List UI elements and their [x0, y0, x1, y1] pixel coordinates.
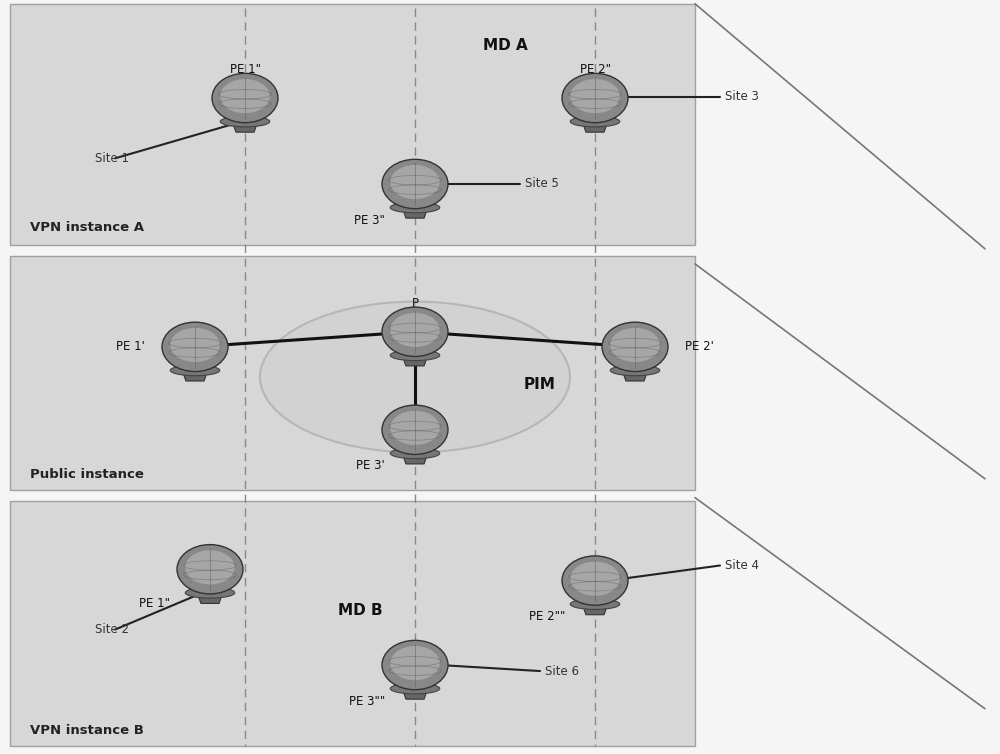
- Ellipse shape: [382, 640, 448, 690]
- Polygon shape: [582, 121, 608, 132]
- Polygon shape: [402, 207, 428, 218]
- Ellipse shape: [570, 116, 620, 127]
- Ellipse shape: [220, 79, 270, 113]
- Ellipse shape: [382, 405, 448, 455]
- Ellipse shape: [162, 322, 228, 372]
- Ellipse shape: [390, 448, 440, 458]
- Polygon shape: [197, 593, 223, 603]
- Ellipse shape: [260, 302, 570, 452]
- Ellipse shape: [570, 562, 620, 596]
- Ellipse shape: [570, 599, 620, 609]
- Text: PE 3': PE 3': [356, 459, 385, 473]
- Text: PE 3"": PE 3"": [349, 694, 385, 708]
- Text: PE 1": PE 1": [230, 63, 260, 76]
- Ellipse shape: [170, 365, 220, 375]
- Text: PE 3": PE 3": [354, 213, 385, 227]
- Text: Public instance: Public instance: [30, 468, 144, 481]
- Ellipse shape: [390, 646, 440, 680]
- Text: Site 1: Site 1: [95, 152, 129, 165]
- Ellipse shape: [170, 328, 220, 362]
- Text: Site 4: Site 4: [725, 559, 759, 572]
- Ellipse shape: [610, 365, 660, 375]
- Text: Site 3: Site 3: [725, 90, 759, 103]
- Ellipse shape: [185, 550, 235, 584]
- Ellipse shape: [390, 313, 440, 347]
- Ellipse shape: [382, 307, 448, 357]
- Ellipse shape: [390, 165, 440, 199]
- Ellipse shape: [390, 683, 440, 694]
- Ellipse shape: [390, 202, 440, 213]
- Polygon shape: [402, 688, 428, 699]
- Ellipse shape: [220, 116, 270, 127]
- Text: PE 1": PE 1": [139, 596, 170, 610]
- Ellipse shape: [177, 544, 243, 594]
- Text: PE 1': PE 1': [116, 340, 145, 354]
- Ellipse shape: [390, 350, 440, 360]
- Polygon shape: [10, 256, 695, 490]
- Text: PE 2"": PE 2"": [529, 610, 565, 624]
- Ellipse shape: [390, 411, 440, 445]
- Ellipse shape: [570, 79, 620, 113]
- Text: PIM: PIM: [524, 377, 556, 392]
- Ellipse shape: [382, 159, 448, 209]
- Polygon shape: [232, 121, 258, 132]
- Text: Site 2: Site 2: [95, 623, 129, 636]
- Text: VPN instance A: VPN instance A: [30, 221, 144, 234]
- Polygon shape: [622, 370, 648, 381]
- Ellipse shape: [185, 587, 235, 598]
- Ellipse shape: [610, 328, 660, 362]
- Polygon shape: [402, 355, 428, 366]
- Text: Site 6: Site 6: [545, 664, 579, 678]
- Ellipse shape: [212, 73, 278, 123]
- Polygon shape: [582, 604, 608, 615]
- Polygon shape: [402, 453, 428, 464]
- Text: PE 2': PE 2': [685, 340, 714, 354]
- Ellipse shape: [562, 73, 628, 123]
- Text: MD A: MD A: [483, 38, 527, 53]
- Polygon shape: [182, 370, 208, 381]
- Polygon shape: [10, 501, 695, 746]
- Ellipse shape: [562, 556, 628, 605]
- Ellipse shape: [602, 322, 668, 372]
- Text: MD B: MD B: [338, 603, 382, 618]
- Text: VPN instance B: VPN instance B: [30, 725, 144, 737]
- Polygon shape: [10, 4, 695, 245]
- Text: PE 2": PE 2": [580, 63, 610, 76]
- Text: Site 5: Site 5: [525, 177, 559, 191]
- Text: P: P: [412, 296, 418, 310]
